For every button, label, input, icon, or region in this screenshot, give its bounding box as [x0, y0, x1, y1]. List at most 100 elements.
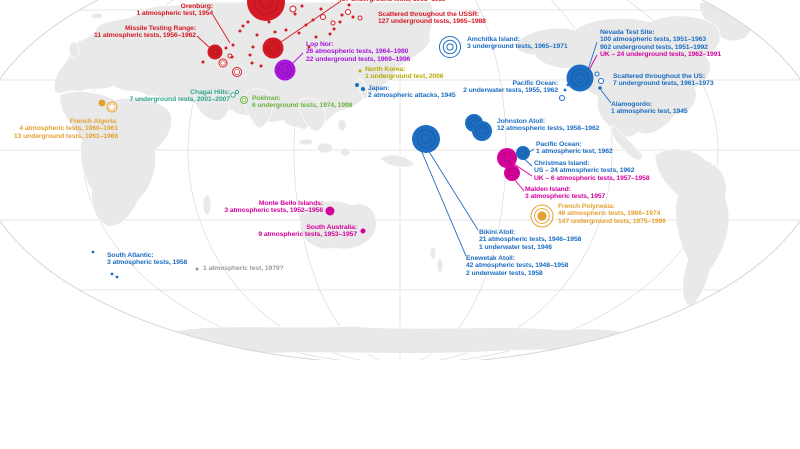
marker-missile-testing-range — [207, 44, 223, 60]
world-map — [0, 0, 800, 362]
map-label-bikini-atoll: Bikini Atoll: 21 atmospheric tests, 1946–… — [479, 229, 581, 251]
map-label-line: US – 24 atmospheric tests, 1962 — [534, 167, 635, 175]
marker-us-hollow-1 — [559, 95, 565, 101]
marker-dot — [332, 27, 336, 31]
map-label-line: Japan: — [368, 85, 390, 92]
marker-french-polynesia — [530, 204, 554, 228]
marker-dot — [355, 83, 359, 87]
landmass-new-guinea — [379, 154, 415, 168]
map-label-line: 2 underwater tests, 1955, 1962 — [463, 87, 558, 95]
marker-us-hollow-2 — [594, 71, 600, 77]
map-label-line: 2 underwater tests, 1958 — [466, 269, 543, 277]
marker-malden-island — [504, 165, 520, 181]
marker-dot — [300, 4, 304, 8]
map-label-line: 21 atmospheric tests, 1946–1958 — [479, 236, 582, 244]
map-label-line: 3 atmospheric tests, 1957 — [525, 193, 606, 201]
map-label-line: 26 atmospheric tests, 1964–1980 — [306, 48, 409, 56]
marker-dot — [347, 3, 351, 7]
map-label-line: 127 underground tests, 1965–1988 — [378, 18, 486, 26]
marker-dot — [230, 55, 234, 59]
map-label-north-korea: North Korea: 1 underground test, 2006 — [365, 66, 444, 81]
map-label-south-australia: South Australia: 9 atmospheric tests, 195… — [258, 224, 357, 239]
map-label-line: 7 underground tests, 1961–1973 — [613, 80, 714, 88]
map-label-line: Lop Nor: — [306, 41, 334, 48]
map-label-line: Malden Island: — [525, 186, 571, 193]
marker-dot — [566, 83, 570, 87]
landmass-australia — [299, 200, 377, 250]
marker-dot — [328, 32, 332, 36]
map-label-line: 13 underground tests, 1961–1966 — [13, 132, 118, 140]
marker-johnston-atoll-b — [472, 121, 492, 141]
map-label-vela-incident: 1 atmospheric test, 1979? — [203, 265, 284, 272]
marker-dot — [262, 12, 266, 16]
bottom-panel: Country: Year of first detonation: Numbe… — [0, 360, 800, 449]
map-label-chagai-hills: Chagai Hills: 7 underground tests, 2001–2… — [129, 89, 230, 104]
map-label-line: 1 underwater test, 1946 — [479, 243, 552, 251]
marker-monte-bello — [325, 206, 335, 216]
map-label-line: 1 atmospheric test, 1962 — [536, 148, 613, 156]
marker-dot — [307, 45, 311, 49]
map-label-french-algeria: French Algeria: 4 atmospheric tests, 1960… — [14, 118, 118, 140]
map-label-line: UK – 6 atmospheric tests, 1957–1958 — [534, 174, 650, 182]
marker-dot — [311, 18, 315, 22]
marker-novaya-zemlya — [247, 0, 285, 21]
marker-chagai-hollow-2 — [234, 89, 240, 95]
landmass-arabia — [194, 91, 230, 122]
marker-dot — [238, 29, 242, 33]
map-label-line: 1 underground test, 2006 — [365, 73, 444, 81]
marker-semipalatinsk — [262, 37, 284, 59]
map-label-line: 3 underground tests, 1965–1971 — [467, 43, 568, 51]
test-site-markers — [91, 0, 604, 279]
landmass-india — [244, 88, 274, 129]
marker-dot — [293, 12, 297, 16]
marker-french-algeria-atm — [98, 99, 106, 107]
leader-line — [587, 41, 598, 71]
map-label-line: South Atlantic: — [107, 252, 154, 259]
map-label-line: Enewetak Atoll: — [466, 255, 515, 262]
continents — [53, 1, 758, 355]
marker-chagai-hollow-1 — [230, 92, 236, 98]
map-label-pacific-atmospheric: Pacific Ocean: 1 atmospheric test, 1962 — [536, 141, 613, 156]
marker-dot — [246, 20, 250, 24]
leader-line — [196, 35, 211, 49]
marker-nevada-test-site — [566, 64, 594, 92]
map-label-line: 46 atmospheric tests, 1966–1974 — [558, 210, 661, 218]
map-label-line: 3 atmospheric tests, 1958 — [107, 259, 188, 267]
marker-dot — [195, 267, 199, 271]
marker-dot — [598, 86, 602, 90]
landmass-africa — [59, 91, 172, 227]
landmass-indochina — [298, 97, 326, 132]
map-label-line: 12 atmospheric tests, 1958–1962 — [497, 125, 600, 133]
marker-dot — [314, 35, 318, 39]
marker-dot — [241, 24, 245, 28]
marker-dot — [358, 69, 362, 73]
marker-french-algeria-ug — [106, 101, 118, 113]
map-label-lop-nor: Lop Nor: 26 atmospheric tests, 1964–1980 2… — [306, 41, 410, 63]
leader-line — [420, 149, 467, 257]
map-label-line: 22 underground tests, 1969–1996 — [306, 55, 411, 63]
marker-us-hollow-3 — [598, 78, 604, 84]
map-label-line: 4 atmospheric tests, 1960–1961 — [19, 125, 118, 133]
map-label-line: 457 underground tests, 1961–1989 — [338, 0, 446, 3]
landmass-sulawesi — [339, 147, 351, 157]
map-label-french-polynesia: French Polynesia: 46 atmospheric tests, 1… — [558, 203, 666, 225]
marker-dot — [259, 64, 263, 68]
marker-dot — [304, 23, 308, 27]
marker-dot — [201, 60, 205, 64]
leader-line — [280, 0, 342, 43]
map-label-line: 11 atmospheric tests, 1956–1962 — [94, 32, 196, 40]
marker-dot — [563, 88, 567, 92]
leader-line — [600, 89, 612, 104]
marker-dot — [351, 15, 355, 19]
map-label-line: Missile Testing Range: — [125, 25, 196, 32]
map-label-line: Scattered throughout the USSR: — [378, 11, 480, 18]
marker-dot — [297, 31, 301, 35]
marker-ussr-hollow-5 — [345, 9, 351, 15]
landmass-sumatra — [298, 138, 314, 146]
map-label-line: Pacific Ocean: — [536, 141, 582, 148]
marker-pokhran-hollow — [240, 96, 248, 104]
marker-ussr-hollow-2 — [232, 67, 242, 77]
marker-christmas-island-uk — [497, 148, 517, 168]
map-label-line: 9 atmospheric tests, 1953–1957 — [258, 231, 357, 239]
map-label-christmas-island: Christmas Island: US – 24 atmospheric tes… — [534, 160, 650, 182]
